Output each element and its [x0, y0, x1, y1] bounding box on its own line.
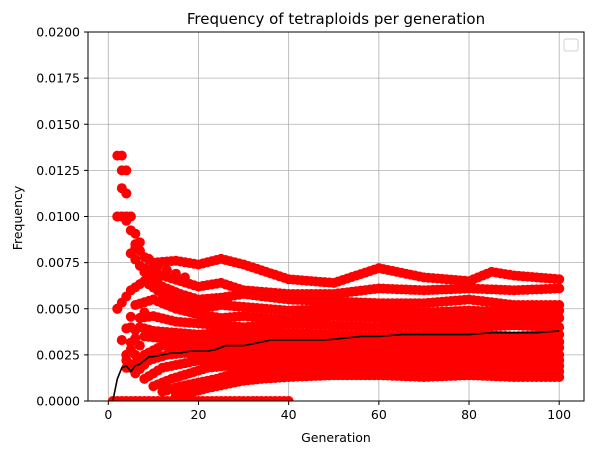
x-tick-label: 40 — [281, 407, 297, 422]
scatter-point — [121, 349, 132, 360]
scatter-point — [116, 150, 127, 161]
y-axis-label: Frequency — [10, 185, 25, 250]
chart-title: Frequency of tetraploids per generation — [187, 10, 485, 28]
scatter-point — [554, 283, 565, 294]
scatter-point — [179, 272, 190, 283]
plot-marks — [107, 150, 565, 402]
y-tick-label: 0.0000 — [36, 394, 80, 409]
scatter-point — [134, 237, 145, 248]
grid — [88, 31, 584, 402]
scatter-points — [107, 150, 565, 401]
y-tick-label: 0.0025 — [36, 347, 80, 362]
x-tick-label: 0 — [104, 407, 112, 422]
mean-line — [112, 330, 560, 402]
scatter-point — [112, 211, 123, 222]
y-tick-label: 0.0050 — [36, 301, 80, 316]
x-tick-label: 100 — [547, 407, 571, 422]
scatter-point — [139, 307, 150, 318]
scatter-point — [554, 329, 565, 340]
scatter-point — [112, 303, 123, 314]
y-tick-label: 0.0200 — [36, 25, 80, 40]
scatter-point — [125, 322, 136, 333]
scatter-point — [283, 396, 294, 401]
x-axis-label: Generation — [301, 430, 371, 445]
scatter-point — [125, 311, 136, 322]
x-tick-label: 80 — [461, 407, 477, 422]
y-tick-label: 0.0175 — [36, 71, 80, 86]
scatter-point — [121, 165, 132, 176]
scatter-point — [554, 372, 565, 383]
y-tick-label: 0.0125 — [36, 163, 80, 178]
scatter-point — [152, 261, 163, 272]
scatter-point — [554, 305, 565, 316]
scatter-point — [157, 285, 168, 296]
scatter-point — [125, 211, 136, 222]
y-tick-label: 0.0075 — [36, 255, 80, 270]
scatter-point — [554, 274, 565, 285]
y-tick-label: 0.0150 — [36, 117, 80, 132]
scatter-point — [116, 183, 127, 194]
y-tick-label: 0.0100 — [36, 209, 80, 224]
scatter-point — [148, 279, 159, 290]
scatter-point — [554, 322, 565, 333]
scatter-point — [161, 265, 172, 276]
scatter-point — [554, 312, 565, 323]
ticks: 0 20 40 60 80 100 0.0000 0.0025 0.0050 0.0075 0.01… — [36, 25, 571, 423]
scatter-point — [143, 253, 154, 264]
scatter-point — [170, 268, 181, 279]
scatter-point — [116, 335, 127, 346]
x-tick-label: 60 — [371, 407, 387, 422]
scatter-point — [554, 342, 565, 353]
legend-box — [563, 38, 579, 52]
scatter-point — [130, 228, 141, 239]
scatter-point — [134, 340, 145, 351]
scatter-point — [130, 333, 141, 344]
x-tick-label: 20 — [191, 407, 207, 422]
